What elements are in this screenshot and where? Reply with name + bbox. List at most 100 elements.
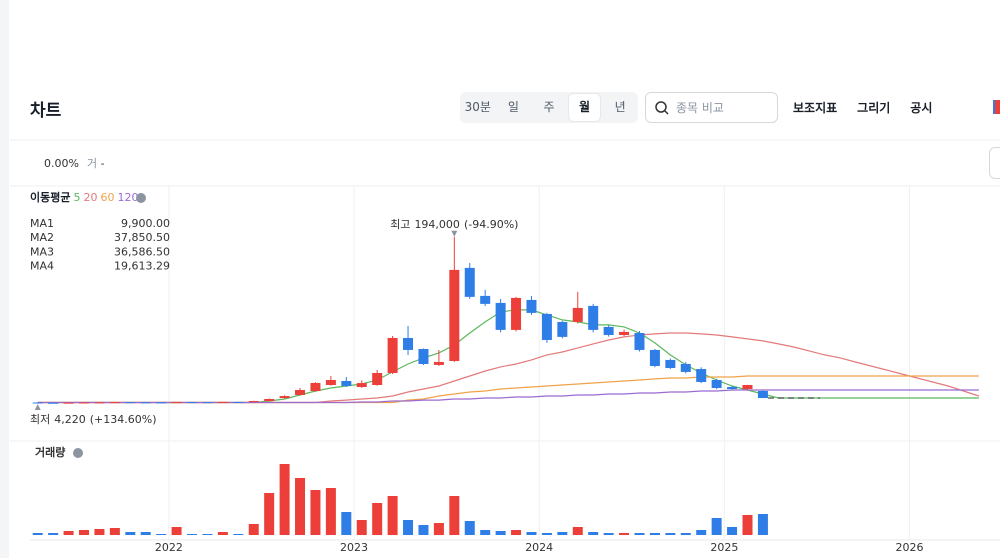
volume-bar [727,527,738,535]
candle-body [79,402,90,404]
candle-body [603,326,614,335]
candle-body [649,349,660,366]
low-change: (+134.60%) [90,413,157,426]
volume-bar [32,533,43,535]
toolbar-icon[interactable] [993,100,1000,114]
candle-body [387,337,398,373]
high-marker [451,230,458,237]
candle-body [511,297,522,330]
ma-title: 이동평균 [30,190,70,204]
side-button[interactable] [989,147,1000,179]
low-label: 최저 4,220 (+134.60%) [30,413,157,426]
close-icon [73,448,83,458]
volume-bar [48,533,59,535]
candle-body [171,402,182,404]
volume-bar [449,496,460,535]
candle-body [341,380,352,386]
interval-tabs: 30분 일 주 월 년 [460,92,638,123]
search-icon [655,100,669,115]
tool-button[interactable]: 공시 [910,101,933,115]
volume-bar [248,524,259,535]
candle-body [680,363,691,372]
status-label: 거 [86,157,98,170]
ma-legend: 이동평균 5 20 60 120 [30,190,138,204]
candle-body [372,372,383,385]
ma-name: MA2 [30,231,54,244]
candle-body [572,307,583,322]
ma-name: MA1 [30,217,54,230]
candle-body [264,399,275,402]
volume-bar [603,533,614,535]
volume-bar [202,534,213,535]
ma-value: 36,586.50 [114,245,170,258]
volume-bar [109,528,120,535]
candle-body [742,384,753,390]
interval-tab[interactable]: 30분 [464,100,491,114]
status-value: - [100,157,105,170]
toolbar: 보조지표 그리기 공시 [793,99,932,116]
volume-bar [711,518,722,535]
candle-body [279,396,290,399]
volume-bar [557,532,568,535]
compare-search[interactable]: 종목 비교 [645,92,778,123]
status: 0.00% 거 - [44,155,105,171]
volume-bar [217,532,228,535]
candle-body [403,337,414,350]
x-tick-label: 2023 [340,541,368,554]
tool-button[interactable]: 보조지표 [793,101,838,115]
interval-tab[interactable]: 주 [543,100,555,114]
candle-body [418,348,429,364]
candle-body [48,402,59,404]
x-tick-label: 2026 [896,541,924,554]
high-text: 최고 [390,218,410,231]
candle-body [187,402,198,404]
ma-period: 60 [100,191,114,204]
candle-body [696,369,707,383]
candle-body [634,332,645,350]
volume-bar [742,515,753,535]
volume-bar [233,534,244,535]
high-change: (-94.90%) [464,218,519,231]
change: 0.00% [44,157,79,170]
low-text: 최저 [30,413,50,426]
candle-body [433,361,444,365]
x-tick-label: 2022 [155,541,183,554]
volume-bar [495,531,506,535]
moving-average [37,332,980,404]
candle-body [711,380,722,388]
candle-body [32,402,43,404]
ma-period: 20 [83,191,97,204]
candle-body [295,389,306,395]
tool-button[interactable]: 그리기 [857,101,891,115]
candle-body [449,269,460,361]
volume-bar [757,514,768,535]
candle-body [63,402,74,404]
ma-value: 9,900.00 [121,217,170,230]
volume-bar [480,530,491,535]
candle-body [202,402,213,404]
volume-bar [387,496,398,535]
interval-tab[interactable]: 일 [507,100,519,114]
volume-bar [356,520,367,535]
volume-bar [341,512,352,535]
close-icon [136,193,146,203]
volume-bar [310,490,321,535]
interval-tab[interactable]: 년 [614,100,626,114]
candle-body [495,302,506,330]
volume-bar [125,532,136,535]
candle-body [619,331,630,335]
volume-bar [634,533,645,535]
volume-bar [619,533,630,535]
ma-period: 120 [117,191,138,204]
side-strip [0,0,9,558]
volume-bar [140,532,151,535]
candle-body [464,267,475,297]
volume-bar [511,530,522,535]
low-value-label: 4,220 [54,413,86,426]
volume-bar [649,533,660,535]
volume-bar [94,529,105,535]
ma-period: 5 [73,191,80,204]
candle-body [356,383,367,388]
interval-tab[interactable]: 월 [568,94,601,121]
